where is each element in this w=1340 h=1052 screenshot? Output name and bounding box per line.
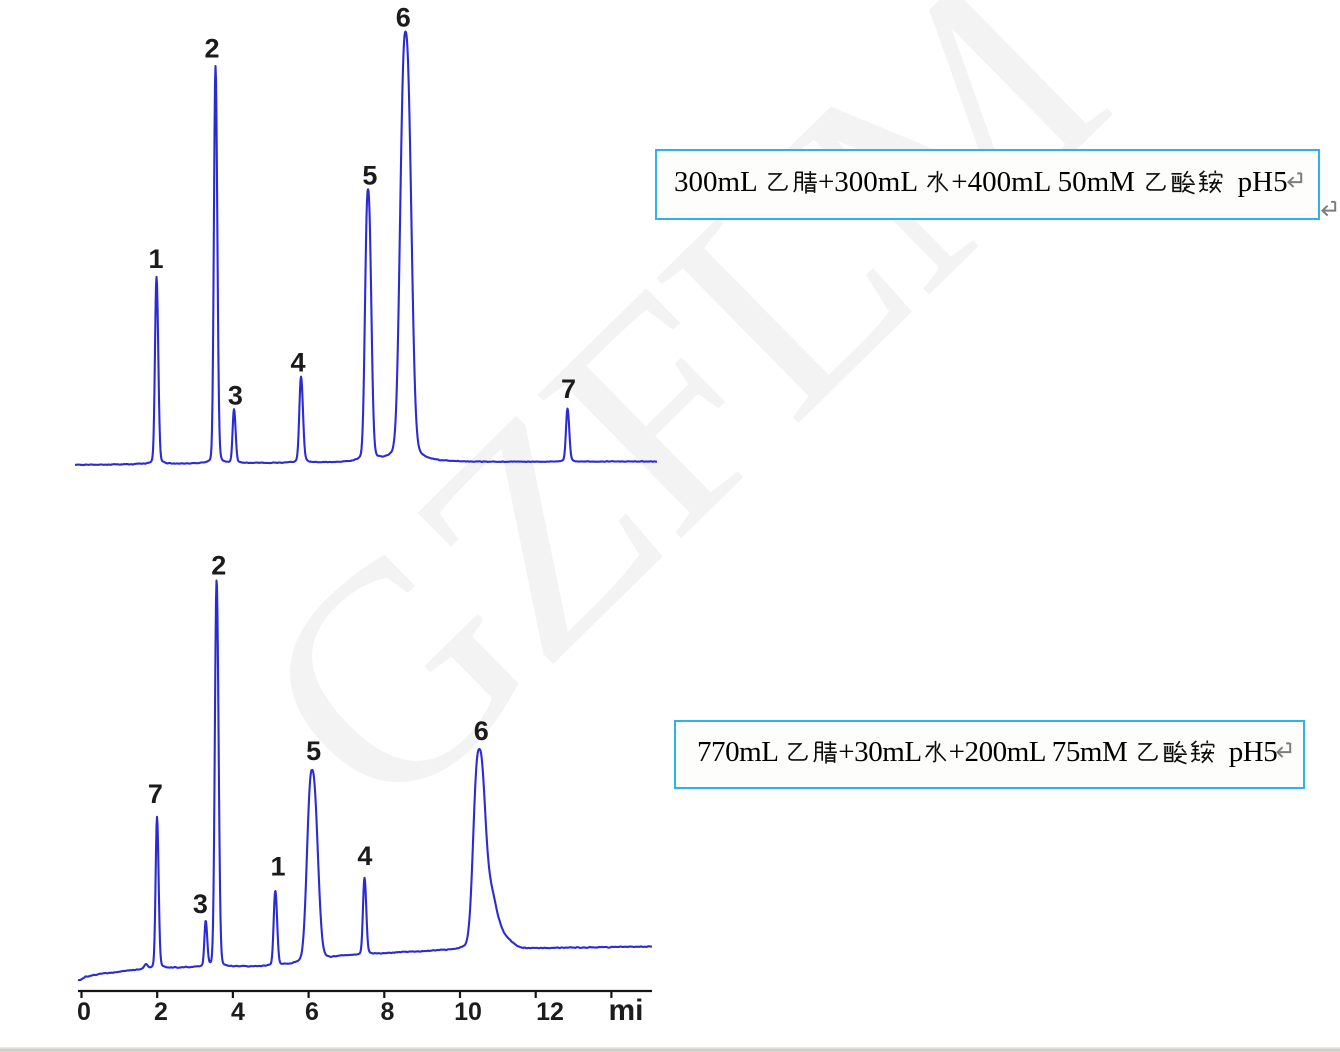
svg-text:3: 3 [193,889,208,919]
svg-text:2: 2 [154,998,168,1026]
svg-text:1: 1 [270,852,285,882]
svg-text:1: 1 [148,244,163,274]
svg-text:2: 2 [211,550,226,580]
svg-text:4: 4 [231,998,245,1026]
svg-text:4: 4 [357,841,372,871]
svg-text:6: 6 [396,2,411,32]
svg-text:8: 8 [381,998,395,1026]
svg-text:mi: mi [608,994,643,1027]
svg-text:7: 7 [561,374,576,404]
svg-text:0: 0 [77,998,91,1026]
svg-text:5: 5 [306,736,321,766]
svg-text:6: 6 [305,998,319,1026]
svg-text:4: 4 [290,348,305,378]
svg-text:5: 5 [362,161,377,191]
svg-text:6: 6 [474,716,489,746]
svg-text:3: 3 [228,381,243,411]
svg-text:12: 12 [536,998,564,1026]
svg-text:2: 2 [204,33,219,63]
svg-text:7: 7 [148,779,163,809]
svg-text:10: 10 [454,998,482,1026]
